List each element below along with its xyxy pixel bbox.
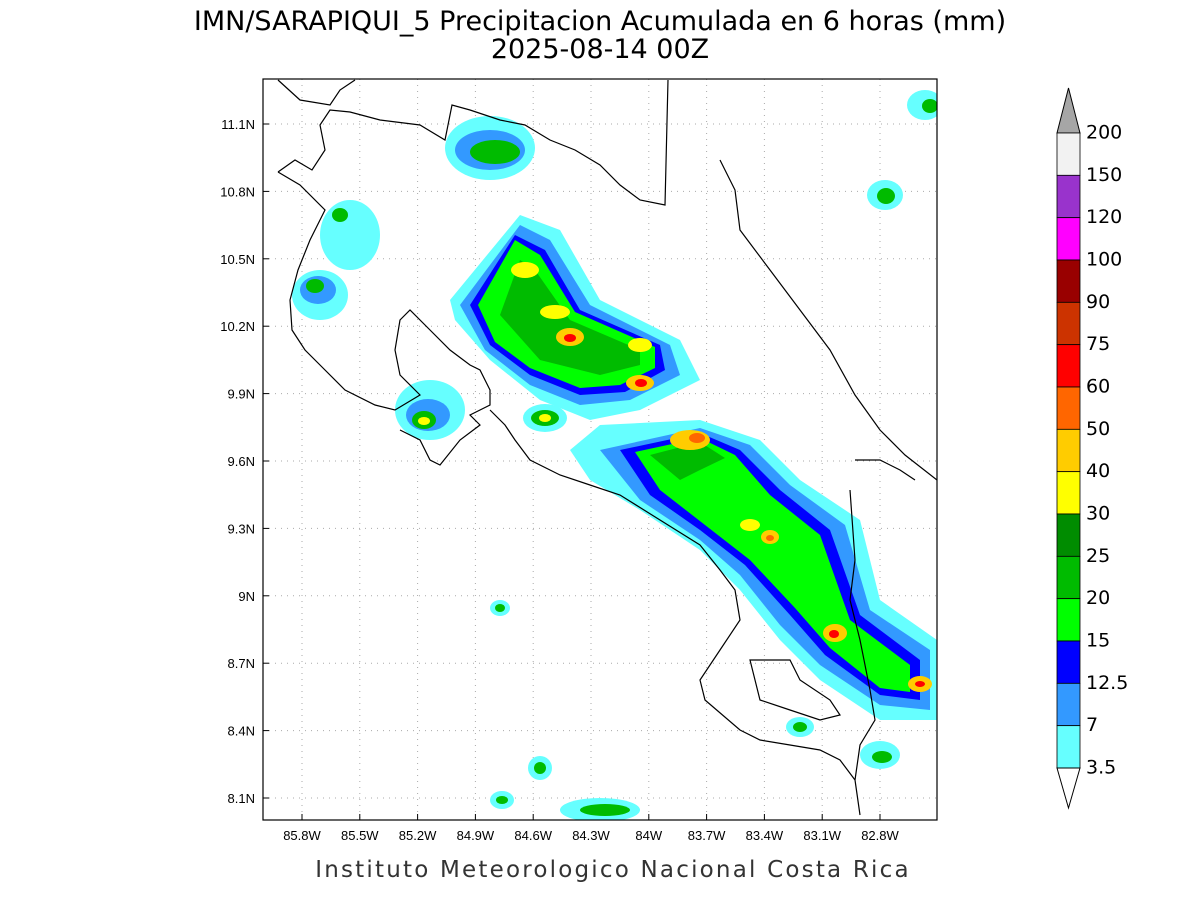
colorbar-label: 20 <box>1086 587 1110 609</box>
under-arrow <box>1056 767 1081 810</box>
color-box <box>1056 386 1081 430</box>
color-box <box>1056 301 1081 346</box>
lon-label: 84W <box>635 828 662 843</box>
color-box <box>1056 513 1081 557</box>
color-box <box>1056 598 1081 642</box>
lat-label: 10.8N <box>220 184 255 199</box>
precip-blob <box>450 215 700 420</box>
color-box <box>1056 174 1081 219</box>
lon-label: 82.8W <box>861 828 899 843</box>
colorbar-label: 40 <box>1086 460 1110 482</box>
color-box <box>1056 344 1081 388</box>
lon-label: 84.6W <box>514 828 552 843</box>
colorbar-label: 60 <box>1086 376 1110 398</box>
precip-blob <box>292 90 937 820</box>
lat-label: 8.7N <box>228 656 255 671</box>
lon-label: 83.1W <box>803 828 841 843</box>
lon-label: 83.7W <box>688 828 726 843</box>
colorbar-label: 200 <box>1086 122 1122 144</box>
color-box <box>1056 132 1081 176</box>
subtitle: 2025-08-14 00Z <box>491 34 709 65</box>
color-box <box>1056 471 1081 515</box>
colorbar-label: 3.5 <box>1086 757 1116 779</box>
footer: Instituto Meteorologico Nacional Costa R… <box>315 857 911 883</box>
colorbar-label: 90 <box>1086 291 1110 313</box>
coastline <box>277 79 937 816</box>
colorbar-label: 100 <box>1086 249 1122 271</box>
colorbar-label: 50 <box>1086 418 1110 440</box>
color-box <box>1056 428 1081 473</box>
title: IMN/SARAPIQUI_5 Precipitacion Acumulada … <box>194 6 1006 37</box>
lon-label: 85.5W <box>341 828 379 843</box>
color-box <box>1056 555 1081 600</box>
over-arrow <box>1056 87 1081 134</box>
lat-label: 8.1N <box>228 791 255 806</box>
lon-label: 85.2W <box>399 828 437 843</box>
colorbar-label: 75 <box>1086 333 1110 355</box>
lat-label: 11.1N <box>221 117 255 132</box>
lat-label: 9.6N <box>228 454 255 469</box>
lon-label: 83.4W <box>746 828 784 843</box>
colorbar-label: 15 <box>1086 630 1110 652</box>
colorbar-label: 7 <box>1086 714 1098 736</box>
lat-label: 9.3N <box>228 521 255 536</box>
colorbar-label: 12.5 <box>1086 672 1128 694</box>
lon-label: 84.9W <box>457 828 495 843</box>
color-box <box>1056 682 1081 727</box>
lat-label: 10.5N <box>220 252 255 267</box>
map-frame <box>262 78 938 821</box>
lon-label: 84.3W <box>572 828 610 843</box>
color-box <box>1056 217 1081 261</box>
colorbar-label: 120 <box>1086 206 1122 228</box>
precip-field <box>277 79 937 820</box>
lat-label: 8.4N <box>228 724 255 739</box>
colorbar-label: 25 <box>1086 545 1110 567</box>
lat-label: 10.2N <box>220 319 255 334</box>
color-box <box>1056 640 1081 684</box>
lon-label: 85.8W <box>283 828 321 843</box>
lat-label: 9N <box>238 589 255 604</box>
precip-blob <box>570 420 937 720</box>
colorbar-label: 30 <box>1086 503 1110 525</box>
colorbar: 200 150 120 100 90 75 60 50 40 30 25 20 15 12.5 7 3.5 <box>1056 87 1128 810</box>
color-box <box>1056 259 1081 303</box>
color-box <box>1056 725 1081 769</box>
colorbar-label: 150 <box>1086 164 1122 186</box>
lat-label: 9.9N <box>228 387 255 402</box>
